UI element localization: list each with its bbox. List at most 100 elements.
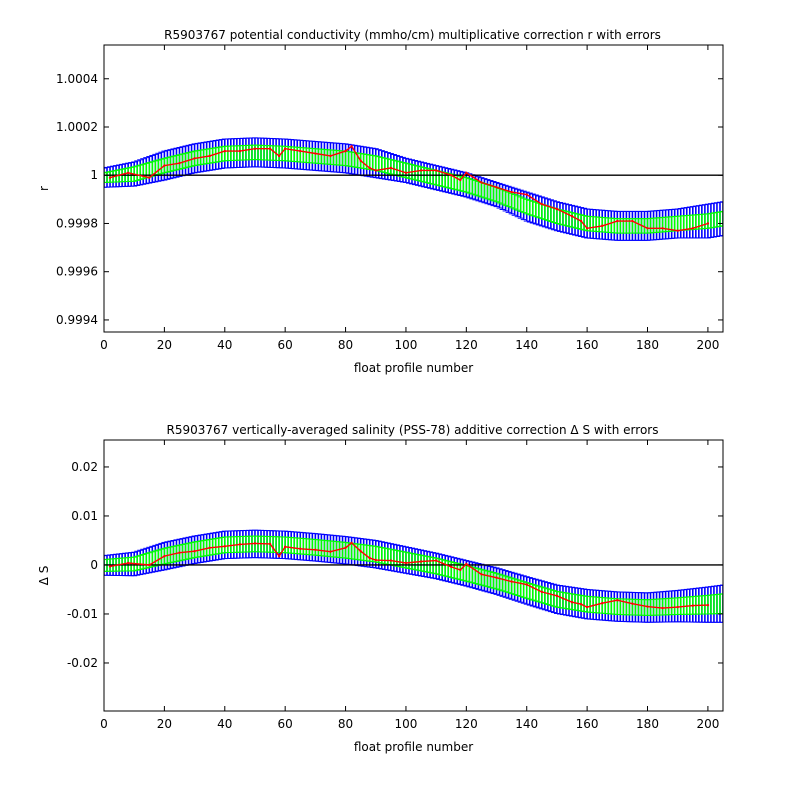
x-tick-label: 40 [217,717,232,731]
profile-value-point [163,164,166,167]
x-tick-label: 80 [338,717,353,731]
profile-value-point [661,606,664,610]
profile-value-point [108,176,112,179]
x-tick-label: 60 [278,717,293,731]
plot-area [104,529,723,623]
profile-value-point [555,594,559,598]
x-tick-label: 20 [157,717,172,731]
profile-value-point [163,554,166,558]
profile-value-point [706,222,710,225]
profile-value-point [570,601,574,604]
profile-value-point [268,542,272,546]
profile-value-point [480,181,483,184]
profile-value-point [148,176,151,179]
x-tick-label: 180 [636,338,659,352]
profile-value-point [350,541,353,545]
y-tick-label: -0.02 [67,656,98,670]
y-axis-label: Δ S [37,566,51,586]
profile-value-point [178,551,181,554]
profile-value-point [631,602,634,605]
profile-value-point [585,605,589,609]
profile-value-point [350,145,353,148]
profile-value-point [374,558,377,562]
x-axis-label: float profile number [354,361,473,375]
x-tick-label: 140 [515,717,538,731]
y-tick-label: 0.01 [71,509,98,523]
profile-value-point [374,169,377,172]
profile-value-point [223,545,226,548]
profile-value-point [525,583,528,586]
profile-value-point [329,550,332,553]
profile-value-point [126,171,130,175]
profile-value-point [419,169,423,172]
y-tick-label: 0 [90,558,98,572]
plot-background [104,440,723,711]
profile-value-point [601,601,604,605]
profile-value-point [676,605,679,609]
profile-value-point [389,166,393,170]
profile-value-point [253,147,257,150]
plot-background [104,45,723,332]
profile-value-point [277,154,281,158]
x-tick-label: 80 [338,338,353,352]
x-tick-label: 120 [455,717,478,731]
profile-value-point [419,560,423,563]
x-tick-label: 160 [576,338,599,352]
profile-value-point [579,602,583,606]
profile-value-point [510,580,513,583]
plot-frame [103,44,724,333]
y-axis-label: r [37,186,51,191]
profile-value-point [601,224,604,228]
profile-value-point [646,227,649,230]
profile-value-point [368,166,371,170]
profile-value-point [706,603,710,607]
y-tick-label: 1 [90,168,98,182]
profile-value-point [570,215,574,218]
profile-value-point [525,193,528,196]
profile-value-point [404,561,408,565]
profile-value-point [208,154,211,158]
y-tick-label: 1.0004 [56,72,98,86]
plot-area [104,137,723,241]
profile-value-point [661,227,664,230]
profile-value-point [126,561,130,565]
profile-value-point [389,559,393,562]
profile-value-point [299,547,302,550]
y-tick-label: 1.0002 [56,120,98,134]
profile-value-point [450,565,453,569]
x-tick-label: 200 [696,338,719,352]
profile-value-point [314,548,317,551]
profile-value-point [465,171,468,175]
profile-value-point [253,542,257,545]
profile-value-point [631,219,634,223]
profile-value-point [359,159,362,162]
x-tick-label: 60 [278,338,293,352]
x-tick-label: 120 [455,338,478,352]
x-tick-label: 160 [576,717,599,731]
profile-value-point [691,227,695,230]
profile-value-point [314,152,317,155]
profile-value-point [510,190,513,194]
profile-value-point [108,565,112,568]
profile-value-point [283,147,287,150]
profile-value-point [646,605,649,608]
profile-value-point [404,171,408,175]
profile-value-point [178,161,181,165]
profile-value-point [465,562,468,566]
profile-value-point [193,550,196,553]
x-tick-label: 0 [100,717,108,731]
profile-value-point [459,178,462,182]
x-tick-label: 40 [217,338,232,352]
profile-value-point [277,554,281,558]
profile-value-point [495,186,498,189]
x-tick-label: 100 [394,338,417,352]
panel-salinity-correction: 0 20 40 60 80 100 120 140 160 180 200 -0.02 -0.01 0 0.… [37,423,724,754]
profile-value-point [579,219,583,223]
profile-value-point [555,207,559,211]
profile-value-point [540,202,544,206]
profile-value-point [238,149,242,153]
profile-value-point [540,590,544,594]
profile-value-point [434,559,438,562]
profile-value-point [359,550,362,553]
